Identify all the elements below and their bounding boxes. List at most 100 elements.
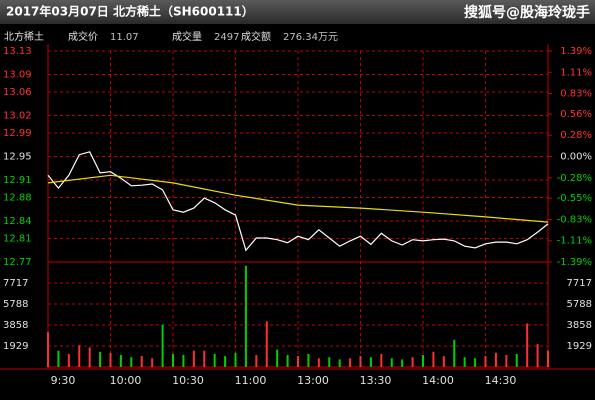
volume-bar <box>172 353 174 367</box>
volume-bar <box>224 356 227 367</box>
y2-tick-label: -0.83% <box>557 214 592 225</box>
volume-tick-label: 7717 <box>3 278 28 289</box>
volume-bar <box>88 347 91 367</box>
volume-bar <box>390 358 393 367</box>
volume-bar <box>203 350 206 367</box>
volume-bar <box>265 321 268 367</box>
volume-bar <box>349 358 352 367</box>
volume-bar <box>338 359 341 367</box>
volume-tick-label: 3858 <box>3 320 28 331</box>
volume-bar <box>255 355 258 367</box>
x-tick-label: 14:00 <box>422 374 454 387</box>
y-tick-label: 12.84 <box>3 216 32 227</box>
volume-tick-label-right: 7717 <box>567 278 592 289</box>
info-value: 2497 <box>214 32 239 43</box>
y2-tick-label: -1.39% <box>557 257 592 268</box>
info-value: 11.07 <box>110 32 139 43</box>
y2-tick-label: -1.11% <box>557 236 592 247</box>
volume-bar <box>213 353 216 367</box>
volume-bar <box>442 356 445 367</box>
volume-bar <box>380 353 383 367</box>
y2-tick-label: -0.55% <box>557 193 592 204</box>
y-tick-label: 12.77 <box>3 257 32 268</box>
volume-bar <box>359 356 362 367</box>
volume-bar <box>297 356 299 367</box>
volume-bar <box>463 357 466 367</box>
volume-tick-label-right: 3858 <box>567 320 592 331</box>
volume-bar <box>401 359 404 367</box>
volume-bar <box>526 323 529 367</box>
volume-bar <box>317 358 320 367</box>
volume-bar <box>422 355 424 367</box>
info-label: 成交额 <box>241 30 271 43</box>
y-tick-label: 13.13 <box>3 46 32 57</box>
plot: 13.13 13.09 13.06 13.02 12.99 12.95 12.91 12.88… <box>0 44 595 387</box>
x-tick-label: 9:30 <box>51 374 76 387</box>
volume-bar <box>369 357 372 367</box>
volume-tick-label-right: 5788 <box>567 299 592 310</box>
volume-bar <box>151 358 154 367</box>
x-tick-label: 10:00 <box>110 374 142 387</box>
y-tick-label: 13.06 <box>3 87 32 98</box>
y-tick-label: 13.09 <box>3 69 32 80</box>
line-1 <box>47 174 549 223</box>
x-tick-label: 10:30 <box>172 374 204 387</box>
volume-bar <box>307 353 310 367</box>
volume-bar <box>432 351 435 367</box>
line-0 <box>47 151 549 252</box>
volume-tick-label: 1929 <box>3 341 28 352</box>
volume-bar <box>119 355 122 367</box>
info-label: 成交量 <box>172 30 202 43</box>
info-value: 276.34万元 <box>283 32 338 43</box>
volume-tick-label: 5788 <box>3 299 28 310</box>
x-tick-label: 13:00 <box>297 374 329 387</box>
volume-bar <box>234 352 237 367</box>
y-tick-label: 12.91 <box>3 175 32 186</box>
y-tick-label: 12.99 <box>3 128 32 139</box>
volume-bar <box>328 357 331 367</box>
volume-bar <box>453 339 456 367</box>
y-tick-label: 12.81 <box>3 234 32 245</box>
volume-bar <box>57 350 60 367</box>
x-tick-label: 11:00 <box>235 374 267 387</box>
volume-tick-label-right: 1929 <box>567 341 592 352</box>
volume-bar <box>547 350 549 367</box>
volume-bar <box>515 353 518 367</box>
y2-tick-label: 1.11% <box>560 67 592 78</box>
volume-bar <box>192 350 195 367</box>
volume-bar <box>140 356 143 367</box>
volume-bar <box>130 357 133 367</box>
y2-tick-label: -0.28% <box>557 173 592 184</box>
y-tick-label: 13.02 <box>3 110 32 121</box>
volume-bar <box>67 353 70 367</box>
volume-bar <box>505 355 508 367</box>
y-tick-label: 12.95 <box>3 152 32 163</box>
volume-bar <box>47 332 49 367</box>
volume-bar <box>109 352 112 367</box>
volume-bar <box>244 265 247 367</box>
volume-bar <box>161 324 164 367</box>
x-tick-label: 13:30 <box>360 374 392 387</box>
y2-tick-label: 1.39% <box>560 46 592 57</box>
x-tick-label: 14:30 <box>485 374 517 387</box>
volume-bar <box>286 355 289 367</box>
y2-tick-label: 0.28% <box>560 130 592 141</box>
y-tick-label: 12.88 <box>3 193 32 204</box>
volume-bar <box>276 349 279 367</box>
volume-bar <box>536 344 539 367</box>
volume-bar <box>411 357 414 367</box>
stock-name: 北方稀土 <box>4 30 44 43</box>
volume-bar <box>494 352 497 367</box>
title-bar <box>0 0 595 24</box>
info-label: 成交价 <box>68 30 98 43</box>
title: 2017年03月07日 北方稀土（SH600111） <box>6 4 254 19</box>
volume-bar <box>78 345 81 367</box>
y2-tick-label: 0.83% <box>560 89 592 100</box>
volume-bar <box>182 355 185 367</box>
volume-bar <box>484 356 487 367</box>
y2-tick-label: 0.00% <box>560 152 592 163</box>
volume-bar <box>99 351 102 367</box>
volume-bar <box>474 358 477 367</box>
y2-tick-label: 0.56% <box>560 109 592 120</box>
